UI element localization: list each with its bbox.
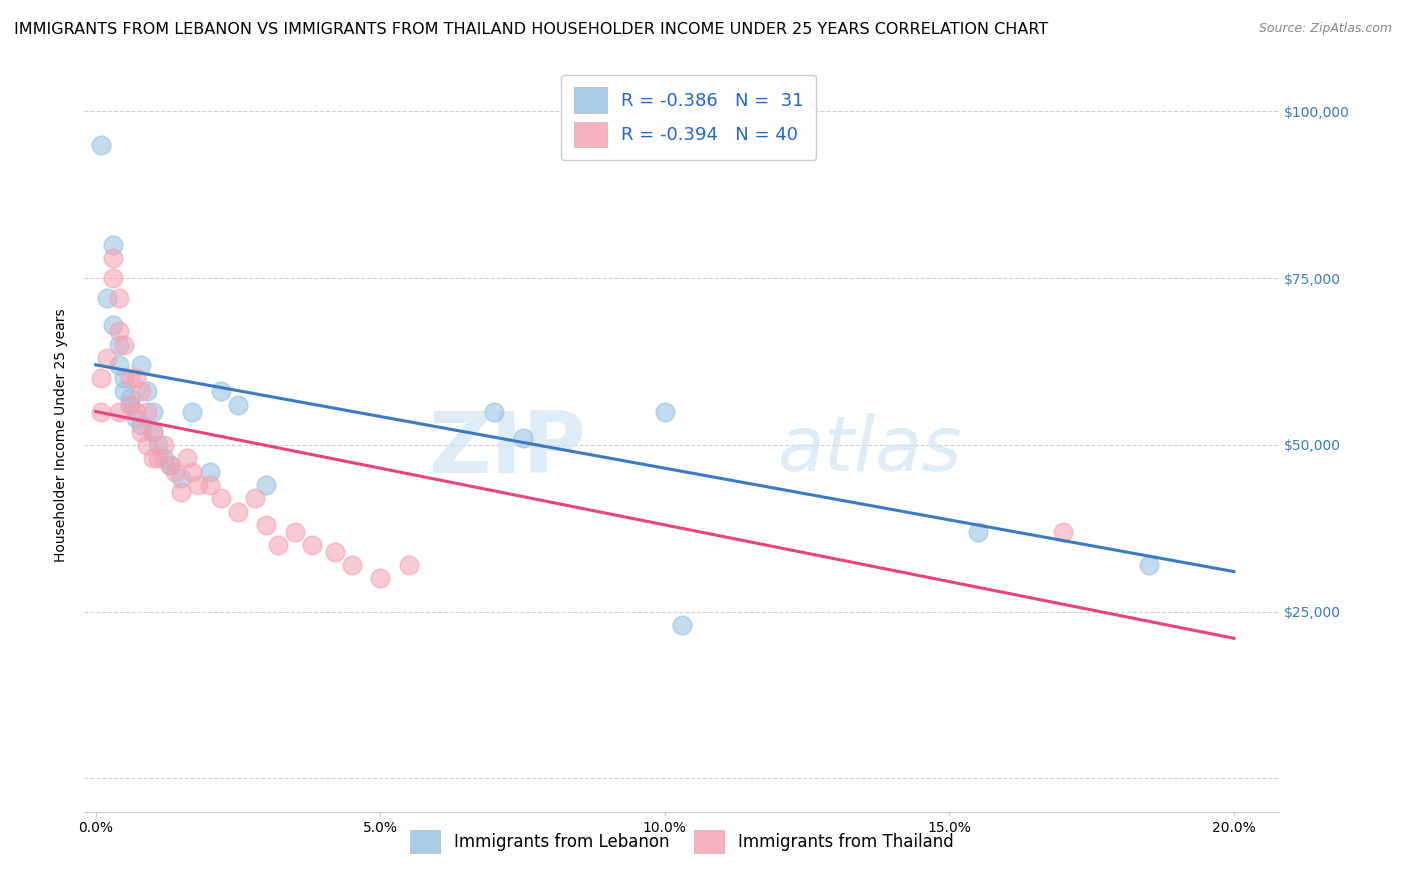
Point	[267, 538, 290, 552]
Point	[1137, 558, 1160, 572]
Point	[226, 398, 249, 412]
Point	[159, 458, 181, 472]
Point	[129, 417, 152, 432]
Point	[165, 465, 187, 479]
Point	[671, 618, 693, 632]
Point	[142, 425, 165, 439]
Point	[90, 371, 112, 385]
Point	[142, 425, 165, 439]
Point	[118, 391, 141, 405]
Point	[118, 371, 141, 385]
Point	[107, 325, 129, 339]
Point	[226, 504, 249, 518]
Point	[198, 478, 221, 492]
Point	[90, 137, 112, 152]
Point	[209, 384, 232, 399]
Point	[301, 538, 323, 552]
Point	[90, 404, 112, 418]
Point	[512, 431, 534, 445]
Point	[368, 571, 391, 585]
Point	[107, 291, 129, 305]
Point	[170, 484, 193, 499]
Point	[176, 451, 198, 466]
Point	[96, 351, 118, 366]
Point	[187, 478, 209, 492]
Point	[124, 411, 146, 425]
Point	[181, 465, 204, 479]
Point	[112, 338, 135, 352]
Point	[107, 338, 129, 352]
Point	[654, 404, 676, 418]
Point	[101, 271, 124, 285]
Text: atlas: atlas	[778, 413, 962, 487]
Point	[112, 384, 135, 399]
Point	[170, 471, 193, 485]
Point	[101, 237, 124, 252]
Point	[159, 458, 181, 472]
Point	[129, 358, 152, 372]
Point	[112, 371, 135, 385]
Point	[340, 558, 363, 572]
Point	[198, 465, 221, 479]
Point	[1052, 524, 1074, 539]
Point	[124, 371, 146, 385]
Point	[142, 451, 165, 466]
Y-axis label: Householder Income Under 25 years: Householder Income Under 25 years	[55, 308, 69, 562]
Point	[323, 544, 346, 558]
Point	[96, 291, 118, 305]
Point	[142, 404, 165, 418]
Point	[398, 558, 420, 572]
Point	[118, 398, 141, 412]
Point	[482, 404, 505, 418]
Point	[256, 478, 278, 492]
Point	[243, 491, 266, 506]
Point	[284, 524, 307, 539]
Point	[153, 451, 176, 466]
Point	[181, 404, 204, 418]
Point	[129, 384, 152, 399]
Point	[148, 451, 170, 466]
Point	[101, 318, 124, 332]
Text: Source: ZipAtlas.com: Source: ZipAtlas.com	[1258, 22, 1392, 36]
Legend: Immigrants from Lebanon, Immigrants from Thailand: Immigrants from Lebanon, Immigrants from…	[404, 823, 960, 860]
Point	[129, 425, 152, 439]
Point	[966, 524, 988, 539]
Point	[209, 491, 232, 506]
Point	[101, 251, 124, 265]
Text: IMMIGRANTS FROM LEBANON VS IMMIGRANTS FROM THAILAND HOUSEHOLDER INCOME UNDER 25 : IMMIGRANTS FROM LEBANON VS IMMIGRANTS FR…	[14, 22, 1049, 37]
Point	[136, 384, 159, 399]
Point	[153, 438, 176, 452]
Point	[256, 517, 278, 532]
Point	[124, 404, 146, 418]
Point	[148, 438, 170, 452]
Point	[107, 404, 129, 418]
Point	[136, 438, 159, 452]
Point	[118, 398, 141, 412]
Text: ZIP: ZIP	[429, 409, 586, 491]
Point	[107, 358, 129, 372]
Point	[136, 404, 159, 418]
